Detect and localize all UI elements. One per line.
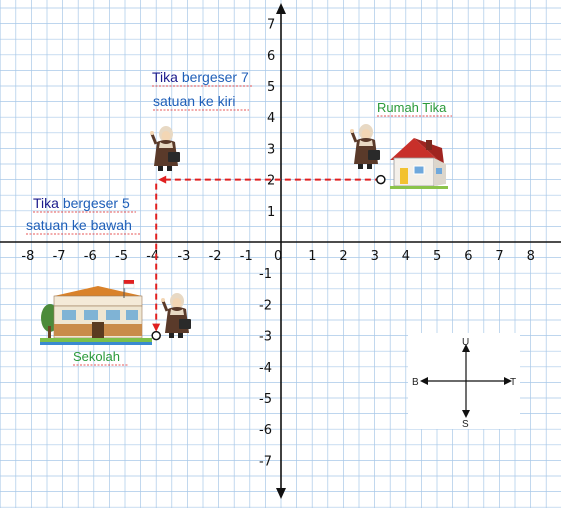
girl-character-part [159,142,173,148]
school-building-icon [40,280,152,345]
girl-character-part [169,333,174,338]
x-tick-label: -3 [177,249,190,264]
girl-character-part [179,319,191,329]
axes [0,3,561,499]
y-tick-labels: -7 -6 -5 -4 -3 -2 -1 1 2 3 4 5 6 7 [259,18,275,470]
girl-character-part [172,298,182,308]
y-axis-arrow-up [276,3,286,14]
house-label: Rumah Tika [377,100,447,115]
move-down-label-line1: Tika bergeser 5 [33,195,130,211]
x-tick-label: 5 [433,249,441,264]
house-icon [390,138,448,189]
x-tick-label: 1 [308,249,316,264]
girl-character-icon [350,124,380,169]
x-tick-label: -5 [115,249,128,264]
y-tick-label: -4 [259,361,272,376]
x-tick-label: -8 [21,249,34,264]
girl-character-part [150,131,154,135]
girl-character-icon [161,293,191,338]
compass-east: T [510,377,516,388]
y-tick-label: 1 [267,205,275,220]
y-axis-arrow-down [276,488,286,499]
girl-character-part [161,131,171,141]
x-tick-label: 8 [527,249,535,264]
compass-icon: U S B T [408,333,520,430]
x-tick-labels: -8 -7 -6 -5 -4 -3 -2 -1 0 1 2 3 4 5 6 7 8 [21,249,534,264]
y-tick-label: 6 [267,49,275,64]
girl-character-part [150,133,158,145]
girl-character-part [178,333,183,338]
school-label: Sekolah [73,349,120,364]
girl-character-icon [150,126,180,171]
girl-character-part [350,129,354,133]
y-tick-label: -1 [259,267,272,282]
x-tick-label: -2 [209,249,222,264]
y-tick-label: 7 [267,18,275,33]
girl-character-part [358,164,363,169]
girl-character-part [168,152,180,162]
y-tick-label: -6 [259,423,272,438]
move-left-label-line1: Tika bergeser 7 [152,69,249,85]
girl-character-part [161,300,169,312]
girl-character-part [161,298,165,302]
x-tick-label: -6 [84,249,97,264]
movement-path [151,174,386,341]
school-point [151,330,161,341]
compass-west: B [412,377,419,388]
y-tick-label: -7 [259,454,272,469]
compass-north: U [462,337,469,348]
move-left-label-line2: satuan ke kiri [153,93,235,109]
x-tick-label: -1 [240,249,253,264]
x-tick-label: 7 [495,249,503,264]
y-tick-label: 5 [267,80,275,95]
girl-character-part [361,129,371,139]
x-tick-label: 2 [339,249,347,264]
x-tick-label: 3 [371,249,379,264]
y-tick-label: 2 [267,174,275,189]
girl-character-part [350,131,358,143]
move-down-label-line2: satuan ke bawah [26,217,132,233]
house-point [376,174,386,185]
y-tick-label: -5 [259,392,272,407]
x-tick-label: 6 [464,249,472,264]
compass-south: S [462,419,469,430]
girl-character-part [170,309,184,315]
x-tick-label: 4 [402,249,410,264]
x-tick-label: 0 [274,249,282,264]
y-tick-label: -2 [259,298,272,313]
x-tick-label: -4 [146,249,159,264]
girl-character-part [368,150,380,160]
girl-character-part [158,166,163,171]
x-tick-label: -7 [53,249,66,264]
path-left-arrowhead [158,175,167,184]
girl-character-part [367,164,372,169]
girl-character-part [167,166,172,171]
y-tick-label: 4 [267,111,275,126]
path-down-arrowhead [152,323,161,332]
y-tick-label: -3 [259,330,272,345]
y-tick-label: 3 [267,142,275,157]
girl-character-part [359,140,373,146]
